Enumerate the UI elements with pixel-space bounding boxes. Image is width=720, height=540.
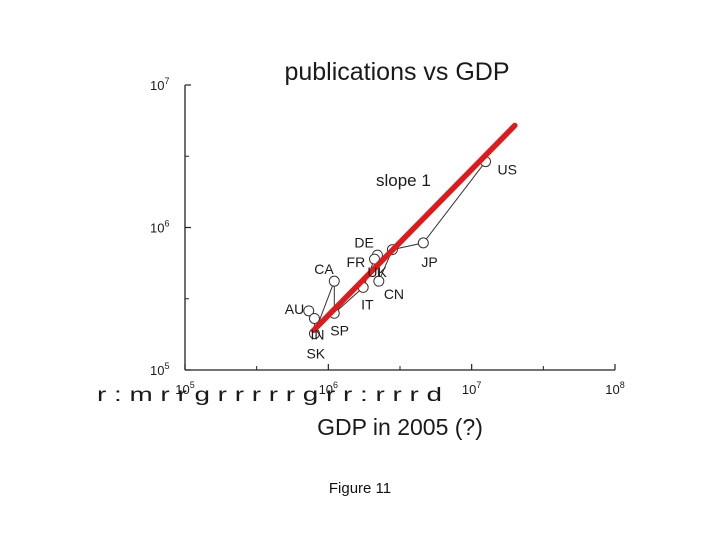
x-tick-label: 105 (175, 380, 194, 397)
slope-annotation: slope 1 (376, 171, 431, 190)
point-label-ca: CA (314, 261, 334, 277)
data-point-ca (328, 275, 340, 287)
point-label-in: IN (310, 326, 324, 342)
point-label-it: IT (361, 296, 374, 312)
data-point-au (303, 305, 315, 317)
data-point-in (308, 312, 320, 324)
chart-title: publications vs GDP (284, 58, 509, 86)
x-axis-label: GDP in 2005 (?) (317, 414, 483, 440)
point-label-fr: FR (347, 254, 366, 270)
point-label-sp: SP (330, 322, 349, 338)
point-label-de: DE (354, 235, 373, 251)
x-tick-label: 106 (319, 380, 338, 397)
y-tick-label: 105 (150, 361, 169, 378)
point-label-uk: UK (367, 264, 387, 280)
data-point-jp (417, 237, 429, 249)
point-label-au: AU (285, 301, 304, 317)
plot-area: 105 106 107 105 106 107 108 (150, 76, 625, 397)
data-point-cn (373, 275, 385, 287)
data-point-fr (369, 253, 381, 265)
x-tick-label: 107 (462, 380, 481, 397)
x-tick-label: 108 (605, 380, 624, 397)
fit-layer (310, 122, 518, 334)
slope-1-fit-line (310, 122, 518, 334)
scan-artifact-text: r : m r r g r r r r r g r r : r r r d (97, 385, 442, 406)
point-label-sk: SK (306, 346, 325, 362)
figure-caption: Figure 11 (328, 480, 392, 497)
y-tick-label: 106 (150, 219, 169, 236)
point-label-us: US (498, 162, 517, 178)
point-label-cn: CN (384, 286, 404, 302)
point-label-jp: JP (421, 254, 437, 270)
y-tick-label: 107 (150, 76, 169, 93)
